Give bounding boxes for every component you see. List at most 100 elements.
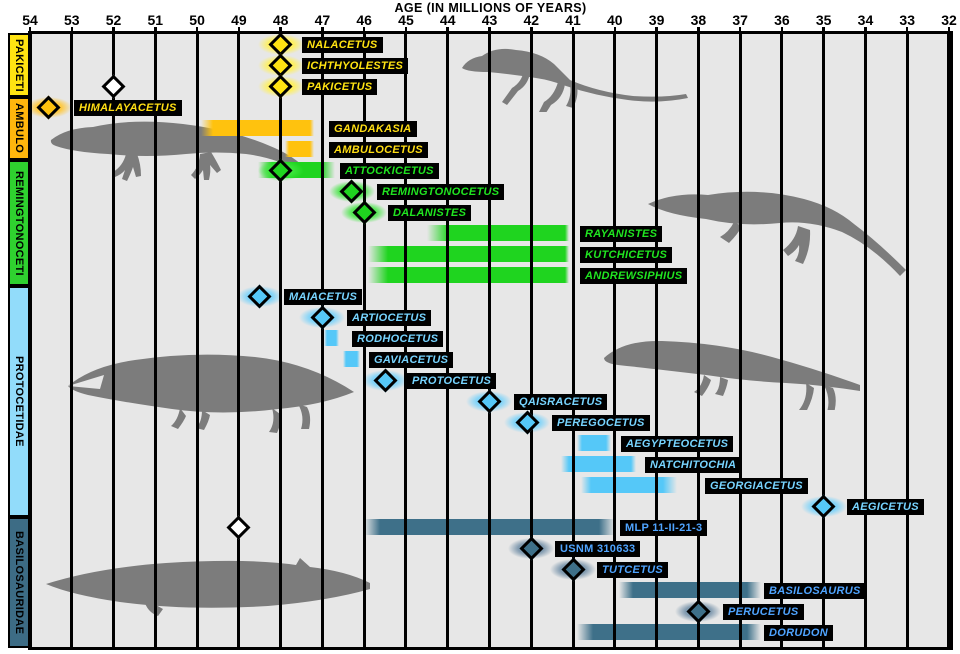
taxon-label-ichthyolestes: ICHTHYOLESTES (302, 57, 409, 74)
taxon-label-ambulocetus: AMBULOCETUS (329, 141, 428, 158)
axis-tick-label-47: 47 (314, 12, 331, 28)
axis-tick-mark-40 (613, 27, 617, 32)
taxon-bar-rayanistes (426, 225, 569, 241)
taxon-bar-gandakasia (201, 120, 315, 136)
family-band-pakiceti: PAKICETI (8, 33, 30, 97)
taxon-label-rodhocetus: RODHOCETUS (352, 330, 444, 347)
axis-tick-label-48: 48 (272, 12, 289, 28)
taxon-label-rayanistes: RAYANISTES (580, 225, 663, 242)
axis-tick-mark-51 (154, 27, 157, 32)
taxon-label-dorudon: DORUDON (764, 624, 833, 641)
gridline-37 (738, 33, 742, 648)
taxon-bar-gaviacetus (343, 351, 360, 367)
axis-tick-label-43: 43 (481, 12, 498, 28)
axis-tick-mark-33 (905, 27, 909, 32)
taxon-bar-andrewsiphius (368, 267, 569, 283)
protocetid-left-silhouette (68, 354, 354, 433)
gridline-53 (70, 33, 74, 648)
axis-tick-mark-36 (780, 27, 784, 32)
gridline-39 (655, 33, 659, 648)
gridline-47 (320, 33, 324, 648)
taxon-bar-ambulocetus (284, 141, 315, 157)
gridline-44 (446, 33, 450, 648)
taxon-label-maiacetus: MAIACETUS (284, 288, 363, 305)
taxon-label-protocetus: PROTOCETUS (407, 372, 497, 389)
axis-tick-label-35: 35 (815, 12, 832, 28)
family-band-basilosauridae: BASILOSAURIDAE (8, 517, 30, 648)
taxon-label-perucetus: PERUCETUS (723, 603, 804, 620)
taxon-label-kutchicetus: KUTCHICETUS (580, 246, 673, 263)
gridline-50 (195, 33, 199, 648)
axis-tick-label-54: 54 (22, 12, 38, 28)
axis-tick-label-38: 38 (690, 12, 707, 28)
family-band-remingtonoceti: REMINGTONOCETI (8, 160, 30, 286)
remingtonocetid-silhouette (648, 191, 906, 276)
gridline-40 (613, 33, 617, 648)
axis-tick-label-46: 46 (356, 12, 372, 28)
taxon-label-artiocetus: ARTIOCETUS (347, 309, 432, 326)
axis-tick-label-41: 41 (565, 12, 581, 28)
axis-tick-label-42: 42 (523, 12, 540, 28)
axis-tick-label-51: 51 (147, 12, 164, 28)
axis-tick-label-50: 50 (189, 12, 205, 28)
gridline-35 (822, 33, 826, 648)
gridline-52 (112, 33, 116, 648)
axis-tick-mark-47 (321, 27, 324, 32)
taxon-label-aegypteocetus: AEGYPTEOCETUS (621, 435, 734, 452)
gridline-33 (905, 33, 909, 648)
axis-tick-label-40: 40 (607, 12, 623, 28)
gridline-36 (780, 33, 784, 648)
axis-tick-mark-44 (446, 27, 449, 32)
axis-tick-label-45: 45 (398, 12, 414, 28)
taxon-label-gaviacetus: GAVIACETUS (369, 351, 454, 368)
gridline-48 (279, 33, 283, 648)
axis-tick-mark-46 (362, 27, 366, 32)
taxon-label-remingtonocetus: REMINGTONOCETUS (377, 183, 505, 200)
taxon-label-dalanistes: DALANISTES (388, 204, 472, 221)
taxon-label-natchitochia: NATCHITOCHIA (645, 456, 742, 473)
axis-tick-label-34: 34 (857, 12, 874, 28)
taxon-label-nalacetus: NALACETUS (302, 36, 383, 53)
axis-tick-label-53: 53 (63, 12, 80, 28)
axis-tick-mark-49 (237, 27, 241, 32)
taxon-label-pakicetus: PAKICETUS (302, 78, 378, 95)
axis-tick-label-52: 52 (105, 12, 122, 28)
gridline-51 (153, 33, 157, 648)
axis-tick-label-36: 36 (774, 12, 790, 28)
axis-tick-mark-53 (70, 27, 74, 32)
taxon-label-andrewsiphius: ANDREWSIPHIUS (580, 267, 688, 284)
taxon-bar-kutchicetus (368, 246, 569, 262)
axis-tick-mark-39 (655, 27, 658, 32)
taxon-label-georgiacetus: GEORGIACETUS (705, 477, 808, 494)
taxon-label-tutcetus: TUTCETUS (597, 561, 669, 578)
gridline-38 (696, 33, 700, 648)
chart-title: AGE (IN MILLIONS OF YEARS) (394, 1, 587, 15)
axis-tick-mark-50 (195, 27, 199, 32)
taxon-label-qaisracetus: QAISRACETUS (514, 393, 608, 410)
axis-tick-mark-35 (822, 27, 825, 32)
axis-tick-label-33: 33 (899, 12, 915, 28)
gridline-41 (571, 33, 575, 648)
taxon-bar-georgiacetus (581, 477, 678, 493)
taxon-label-aegicetus: AEGICETUS (847, 498, 924, 515)
gridline-43 (487, 33, 491, 648)
axis-tick-mark-45 (404, 27, 408, 32)
taxon-bar-dorudon (577, 624, 762, 640)
axis-tick-mark-38 (697, 27, 700, 32)
axis-tick-label-44: 44 (439, 12, 456, 28)
axis-tick-mark-54 (28, 27, 32, 32)
axis-tick-label-32: 32 (941, 12, 957, 28)
axis-tick-mark-52 (112, 27, 115, 32)
gridline-42 (529, 33, 533, 648)
taxon-bar-aegypteocetus (577, 435, 611, 451)
taxon-label-gandakasia: GANDAKASIA (329, 120, 417, 137)
basilosaurid-silhouette (46, 558, 370, 616)
gridline-34 (863, 33, 867, 648)
axis-tick-label-37: 37 (732, 12, 748, 28)
taxon-bar-natchitochia (560, 456, 636, 472)
axis-tick-mark-32 (947, 27, 951, 32)
taxon-label-peregocetus: PEREGOCETUS (552, 414, 650, 431)
axis-tick-label-39: 39 (648, 12, 665, 28)
axis-tick-mark-34 (864, 27, 867, 32)
